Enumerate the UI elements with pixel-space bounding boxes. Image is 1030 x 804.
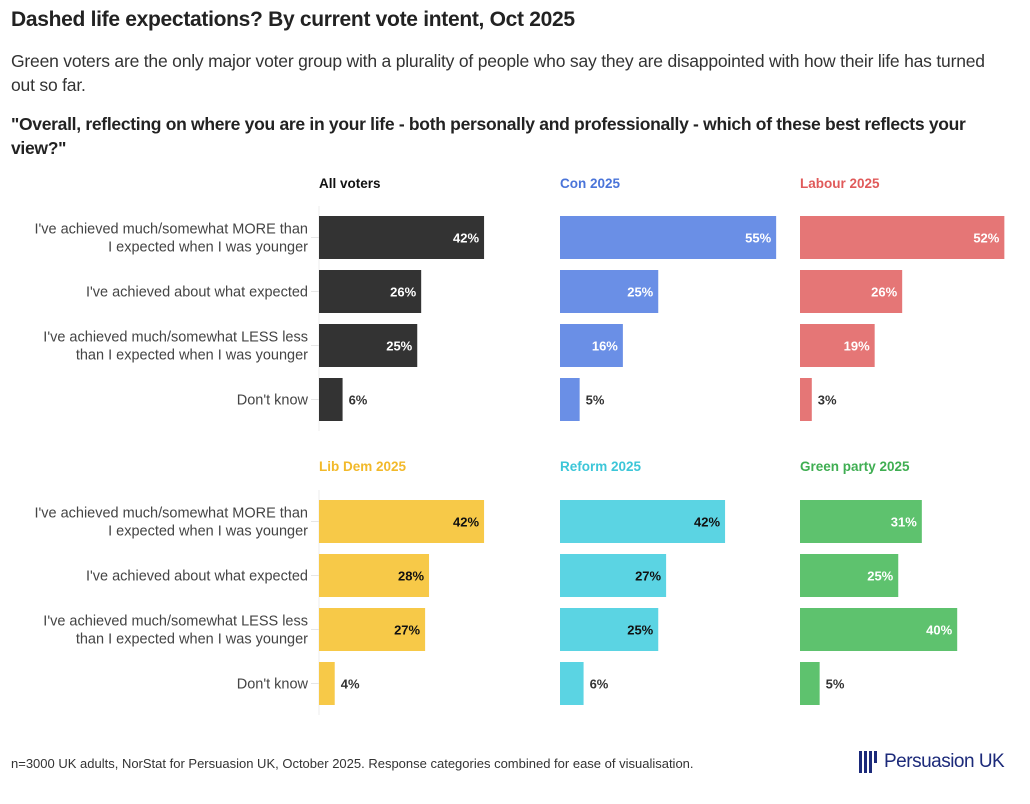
- bar: [560, 216, 777, 259]
- data-label: 40%: [926, 623, 952, 638]
- data-label: 5%: [586, 393, 605, 408]
- category-label: I expected when I was younger: [108, 240, 308, 256]
- bar: [560, 500, 726, 543]
- bar: [560, 324, 623, 367]
- bar: [319, 216, 485, 259]
- data-label: 3%: [818, 393, 837, 408]
- panel-title: Lib Dem 2025: [319, 459, 407, 474]
- bar: [560, 662, 584, 705]
- category-label: I've achieved about what expected: [86, 569, 308, 585]
- data-label: 42%: [453, 231, 479, 246]
- panel-title: Con 2025: [560, 176, 621, 191]
- bar: [800, 378, 812, 421]
- category-label: I've achieved about what expected: [86, 285, 308, 301]
- category-label: I expected when I was younger: [108, 524, 308, 540]
- bar: [319, 662, 335, 705]
- data-label: 6%: [349, 393, 368, 408]
- data-label: 27%: [635, 569, 661, 584]
- persuasion-uk-logo: Persuasion UK: [859, 751, 1005, 773]
- data-label: 42%: [694, 515, 720, 530]
- data-label: 52%: [973, 231, 999, 246]
- data-label: 42%: [453, 515, 479, 530]
- bar: [800, 662, 820, 705]
- data-label: 28%: [398, 569, 424, 584]
- data-label: 16%: [592, 339, 618, 354]
- bar: [319, 378, 343, 421]
- bars-logo-icon: [859, 751, 877, 773]
- data-label: 19%: [844, 339, 870, 354]
- chart-title: Dashed life expectations? By current vot…: [11, 8, 575, 31]
- category-label: Don't know: [237, 677, 309, 693]
- small-multiples-bar-chart: I've achieved much/somewhat MORE than I e…: [34, 176, 1005, 715]
- bar: [560, 554, 667, 597]
- bar: [800, 500, 922, 543]
- data-label: 6%: [590, 677, 609, 692]
- panel-title: Reform 2025: [560, 459, 642, 474]
- category-label: I've achieved much/somewhat LESS less: [43, 614, 308, 630]
- bar: [560, 270, 659, 313]
- bar: [800, 216, 1005, 259]
- data-label: 27%: [394, 623, 420, 638]
- data-label: 5%: [826, 677, 845, 692]
- data-label: 25%: [386, 339, 412, 354]
- data-label: 25%: [627, 623, 653, 638]
- bar: [800, 554, 899, 597]
- bar: [319, 270, 422, 313]
- data-label: 4%: [341, 677, 360, 692]
- panel-title: Labour 2025: [800, 176, 880, 191]
- panel-title: All voters: [319, 176, 381, 191]
- survey-question: "Overall, reflecting on where you are in…: [11, 114, 966, 158]
- bar: [319, 500, 485, 543]
- category-label: than I expected when I was younger: [76, 632, 308, 648]
- bar: [800, 608, 958, 651]
- bar: [319, 608, 426, 651]
- category-label: I've achieved much/somewhat LESS less: [43, 330, 308, 346]
- bar: [560, 378, 580, 421]
- bar: [319, 324, 418, 367]
- data-label: 55%: [745, 231, 771, 246]
- category-label: I've achieved much/somewhat MORE than: [34, 506, 308, 522]
- data-label: 25%: [867, 569, 893, 584]
- bar: [800, 270, 903, 313]
- data-label: 26%: [871, 285, 897, 300]
- bar: [800, 324, 875, 367]
- bar: [319, 554, 430, 597]
- data-label: 31%: [891, 515, 917, 530]
- data-label: 26%: [390, 285, 416, 300]
- source-note: n=3000 UK adults, NorStat for Persuasion…: [11, 756, 694, 771]
- logo-text: Persuasion UK: [884, 751, 1005, 772]
- category-label: I've achieved much/somewhat MORE than: [34, 222, 308, 238]
- panel-title: Green party 2025: [800, 459, 910, 474]
- chart-subtitle: Green voters are the only major voter gr…: [11, 51, 985, 95]
- category-label: than I expected when I was younger: [76, 348, 308, 364]
- bar: [560, 608, 659, 651]
- category-label: Don't know: [237, 393, 309, 409]
- data-label: 25%: [627, 285, 653, 300]
